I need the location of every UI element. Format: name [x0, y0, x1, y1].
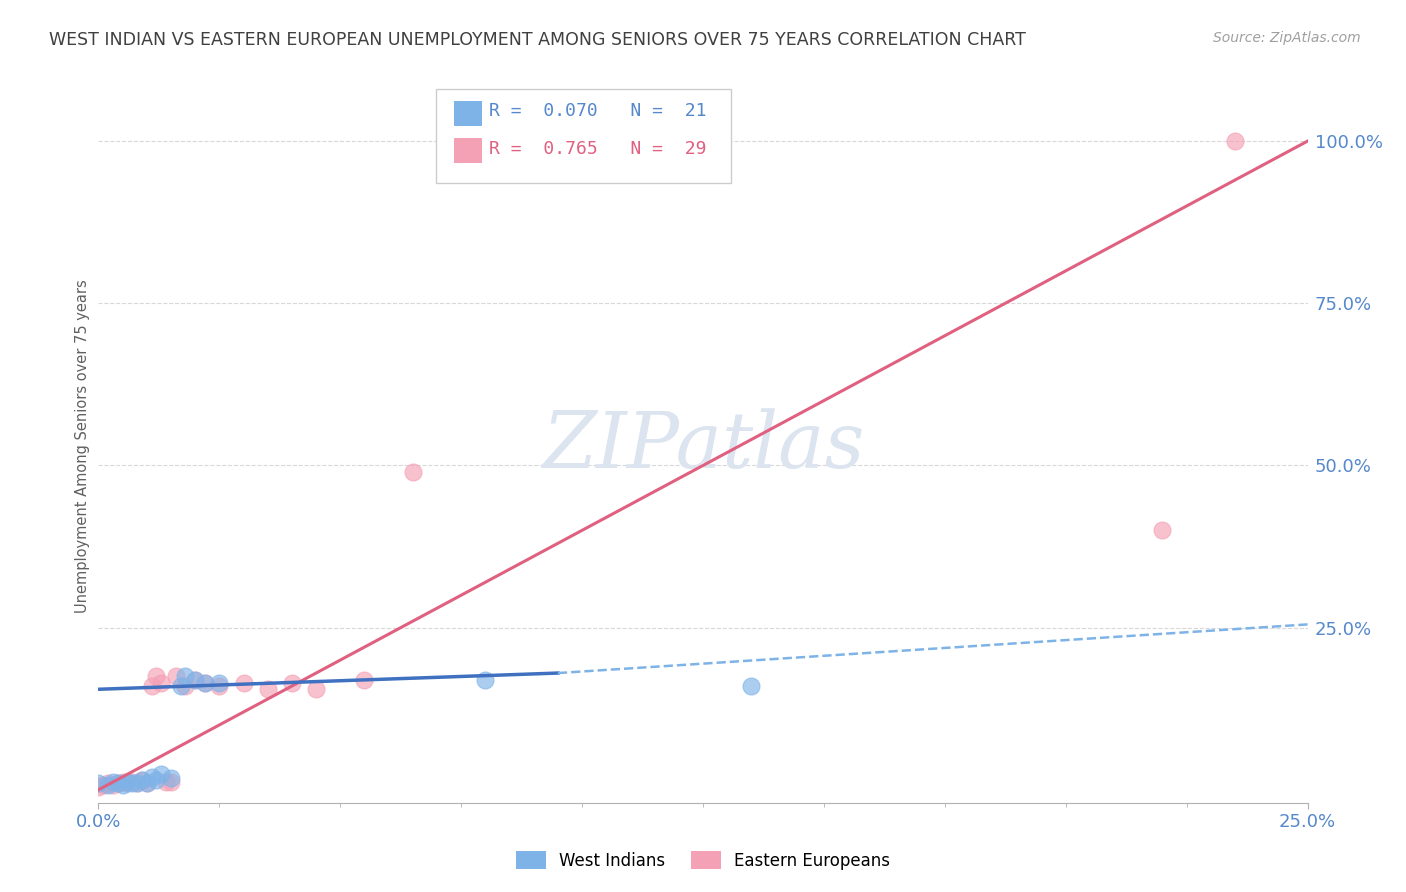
Point — [150, 766, 173, 780]
Point — [135, 776, 157, 790]
Point — [87, 780, 110, 794]
Point — [141, 770, 163, 784]
Point — [169, 679, 191, 693]
Point — [111, 778, 134, 792]
Point — [1223, 134, 1246, 148]
Y-axis label: Unemployment Among Seniors over 75 years: Unemployment Among Seniors over 75 years — [75, 279, 90, 613]
Point — [97, 778, 120, 792]
Point — [256, 682, 278, 697]
Point — [1152, 524, 1174, 538]
Text: Source: ZipAtlas.com: Source: ZipAtlas.com — [1213, 31, 1361, 45]
Point — [208, 679, 231, 693]
Point — [305, 682, 328, 697]
Point — [174, 669, 197, 683]
Point — [97, 776, 120, 790]
Point — [208, 675, 231, 690]
Point — [165, 669, 187, 683]
Point — [131, 773, 153, 788]
Point — [353, 673, 375, 687]
Point — [121, 775, 143, 789]
Point — [127, 776, 149, 790]
Point — [117, 776, 139, 790]
Point — [155, 775, 177, 789]
Point — [474, 673, 496, 687]
Point — [121, 776, 143, 790]
Point — [281, 675, 304, 690]
Point — [194, 675, 217, 690]
Point — [111, 775, 134, 789]
Point — [174, 679, 197, 693]
Point — [740, 679, 762, 693]
Text: WEST INDIAN VS EASTERN EUROPEAN UNEMPLOYMENT AMONG SENIORS OVER 75 YEARS CORRELA: WEST INDIAN VS EASTERN EUROPEAN UNEMPLOY… — [49, 31, 1026, 49]
Text: R =  0.765   N =  29: R = 0.765 N = 29 — [489, 140, 707, 158]
Point — [127, 776, 149, 790]
Text: R =  0.070   N =  21: R = 0.070 N = 21 — [489, 103, 707, 120]
Point — [101, 775, 124, 789]
Point — [232, 675, 254, 690]
Point — [135, 776, 157, 790]
Point — [101, 778, 124, 792]
Text: ZIPatlas: ZIPatlas — [541, 408, 865, 484]
Point — [160, 771, 183, 785]
Point — [91, 778, 114, 792]
Point — [145, 669, 167, 683]
Point — [131, 773, 153, 788]
Point — [141, 679, 163, 693]
Point — [184, 673, 207, 687]
Point — [160, 775, 183, 789]
Point — [87, 776, 110, 790]
Point — [150, 675, 173, 690]
Point — [117, 775, 139, 789]
Point — [107, 776, 129, 790]
Point — [194, 675, 217, 690]
Legend: West Indians, Eastern Europeans: West Indians, Eastern Europeans — [509, 845, 897, 877]
Point — [107, 776, 129, 790]
Point — [184, 673, 207, 687]
Point — [402, 465, 425, 479]
Point — [145, 773, 167, 788]
